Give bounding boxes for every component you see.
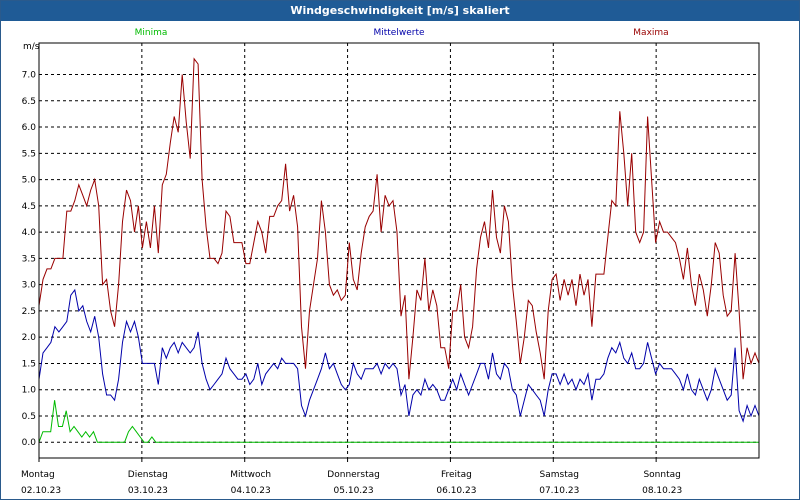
y-tick-label: 0.0 bbox=[22, 438, 37, 448]
day-label: Mittwoch bbox=[230, 470, 271, 480]
y-tick-label: 3.5 bbox=[22, 254, 36, 264]
grid bbox=[39, 43, 759, 458]
axes bbox=[38, 42, 760, 462]
day-label: Samstag bbox=[540, 470, 579, 480]
y-tick-label: 2.5 bbox=[22, 307, 36, 317]
legend-item: Minima bbox=[135, 28, 168, 38]
series-line bbox=[38, 288, 760, 423]
y-tick-label: 4.0 bbox=[22, 228, 37, 238]
y-axis-label: m/s bbox=[23, 42, 40, 52]
date-label: 03.10.23 bbox=[128, 486, 168, 496]
y-tick-label: 1.5 bbox=[22, 359, 36, 369]
y-tick-label: 1.0 bbox=[22, 386, 37, 396]
date-label: 07.10.23 bbox=[539, 486, 579, 496]
series-line bbox=[38, 400, 759, 443]
date-label: 06.10.23 bbox=[436, 486, 476, 496]
window-title: Windgeschwindigkeit [m/s] skaliert bbox=[1, 1, 799, 21]
series-line bbox=[38, 57, 760, 380]
day-label: Montag bbox=[21, 470, 55, 480]
y-tick-label: 2.0 bbox=[22, 333, 37, 343]
day-label: Donnerstag bbox=[327, 470, 380, 480]
series-layer bbox=[38, 57, 760, 443]
legend-item: Maxima bbox=[633, 28, 668, 38]
y-tick-label: 5.5 bbox=[22, 149, 36, 159]
y-tick-label: 7.0 bbox=[22, 71, 37, 81]
y-tick-label: 6.0 bbox=[22, 123, 37, 133]
date-label: 05.10.23 bbox=[334, 486, 374, 496]
y-tick-label: 6.5 bbox=[22, 97, 36, 107]
date-label: 04.10.23 bbox=[231, 486, 271, 496]
y-tick-label: 5.0 bbox=[22, 176, 37, 186]
plot-area bbox=[38, 42, 760, 459]
y-tick-label: 3.0 bbox=[22, 281, 37, 291]
legend-item: Mittelwerte bbox=[373, 28, 424, 38]
date-label: 02.10.23 bbox=[21, 486, 61, 496]
day-label: Dienstag bbox=[128, 470, 168, 480]
day-label: Sonntag bbox=[643, 470, 680, 480]
labels: 0.0 0.5 1.0 1.5 2.0 2.5 3.0 3.5 4.0 4.5 5.0 5.5 6.0 6… bbox=[21, 28, 682, 496]
date-label: 08.10.23 bbox=[642, 486, 682, 496]
y-tick-label: 4.5 bbox=[22, 202, 36, 212]
day-label: Freitag bbox=[441, 470, 472, 480]
y-tick-label: 0.5 bbox=[22, 412, 36, 422]
